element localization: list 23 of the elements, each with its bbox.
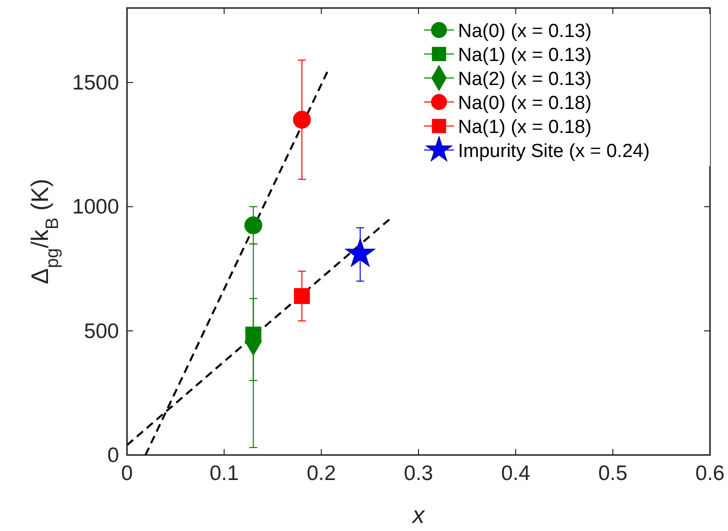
legend-label: Na(1) (x = 0.18)	[458, 117, 592, 138]
legend-label: Na(0) (x = 0.18)	[458, 93, 592, 114]
y-tick-label: 1500	[72, 72, 119, 94]
legend-label: Na(1) (x = 0.13)	[458, 45, 592, 66]
y-tick-label: 500	[84, 320, 119, 343]
legend-label: Na(2) (x = 0.13)	[458, 69, 592, 90]
point	[345, 238, 376, 267]
point	[244, 216, 262, 234]
point	[245, 326, 262, 343]
point	[294, 288, 310, 304]
y-tick-label: 1000	[72, 196, 119, 219]
x-tick-label: 0.1	[210, 462, 239, 485]
x-tick-label: 0.5	[598, 462, 628, 485]
x-tick-label: 0.4	[501, 462, 531, 485]
legend-label: Impurity Site (x = 0.24)	[458, 141, 650, 162]
x-tick-label: 0	[121, 462, 133, 485]
y-tick-label: 0	[107, 444, 119, 467]
point	[292, 110, 311, 129]
legend-label: Na(0) (x = 0.13)	[458, 21, 592, 42]
x-tick-label: 0.3	[404, 462, 434, 485]
x-tick-label: 0.2	[306, 462, 336, 485]
x-axis-title: x	[412, 502, 426, 529]
x-tick-label: 0.6	[695, 462, 725, 485]
